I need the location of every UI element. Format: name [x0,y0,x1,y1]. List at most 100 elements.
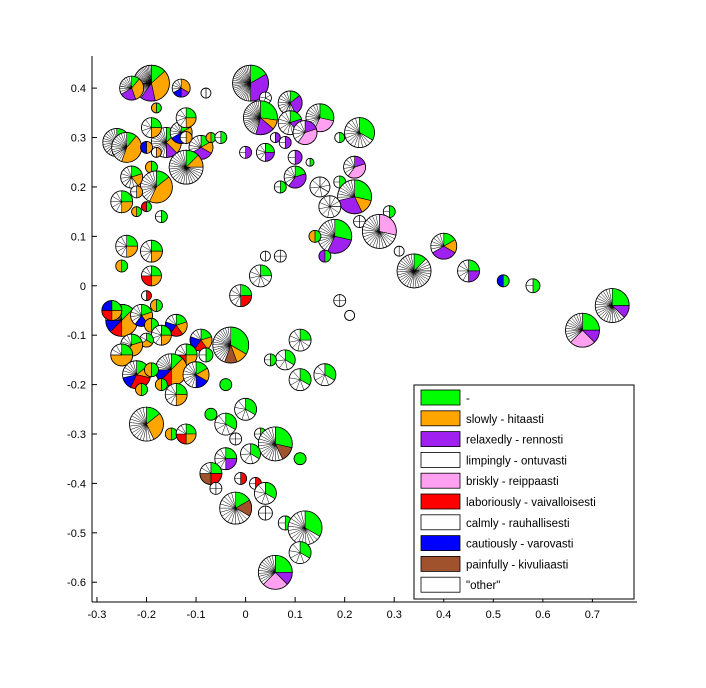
pie-marker [289,329,311,351]
pie-marker [165,383,187,405]
pie-slice [295,150,302,164]
pie-marker [132,207,142,217]
x-tick-label: 0.6 [535,609,550,621]
pie-slice [142,384,148,396]
legend-swatch [421,577,460,592]
pie-marker [288,511,322,545]
pie-marker [220,379,232,391]
pie-marker [338,180,372,214]
pie-marker [289,542,311,564]
pie-marker [155,211,167,223]
pie-marker [258,506,272,520]
pie-marker [289,369,311,391]
pie-marker [169,150,203,184]
pie-marker [264,354,276,366]
pie-slice [340,133,345,143]
pie-slice [309,230,315,242]
pie-marker [284,166,306,188]
x-tick-label: -0.3 [87,609,106,621]
pie-marker [165,428,177,440]
legend-swatch [421,515,460,530]
pie-marker [111,191,133,213]
pie-marker [288,150,302,164]
legend-item: laboriously - vaivalloisesti [421,494,596,509]
pie-slice [319,250,325,262]
pie-marker [131,186,143,198]
pie-marker [140,171,172,203]
pie-slice [206,88,211,98]
pie-slice [260,251,265,261]
x-tick-label: 0.3 [387,609,402,621]
legend: - slowly - hitaasti relaxedly - rennosti li… [414,385,634,599]
pie-marker [140,240,162,262]
pie-marker [129,407,163,441]
pie-marker [431,233,457,259]
pie-marker [200,463,222,485]
pie-marker [142,202,152,212]
x-tick-label: -0.2 [137,609,156,621]
legend-label: limpingly - ontuvasti [466,455,567,467]
pie-slice [241,472,247,484]
pie-slice [503,275,509,287]
pie-marker [294,453,306,465]
pie-marker [362,214,396,248]
pie-slice [260,101,277,120]
pie-marker [306,158,314,166]
pie-marker [136,384,148,396]
pie-slice [145,161,151,173]
pie-slice [206,348,213,362]
pie-slice [161,211,167,223]
legend-label: calmly - rauhallisesti [466,518,570,530]
pie-marker [314,364,336,386]
pie-marker [213,327,249,363]
legend-item: briskly - reippaasti [421,473,559,488]
pie-marker [394,246,404,256]
pie-slice [389,206,395,218]
pie-slice [399,246,404,256]
y-tick-label: -0.3 [67,429,86,441]
pie-marker [150,300,162,312]
pie-marker [345,310,355,320]
y-tick-label: 0.3 [71,133,86,145]
pie-marker [275,350,295,370]
pie-marker [210,482,222,494]
y-tick-label: 0 [80,281,86,293]
pie-marker [230,285,252,307]
pie-marker [176,108,196,128]
y-tick-label: -0.4 [67,478,86,490]
pie-marker [151,103,161,113]
legend-label: - [466,393,470,405]
pie-marker [254,482,276,504]
pie-marker [116,235,138,257]
pie-slice [142,202,147,212]
pie-marker [144,363,158,377]
pie-slice [285,136,291,148]
pie-marker [241,444,261,464]
legend-label: briskly - reippaasti [466,476,559,488]
pie-marker [274,181,286,193]
legend-item: relaxedly - rennosti [421,432,563,447]
pie-marker [258,555,292,589]
pie-marker [235,398,257,420]
legend-label: slowly - hitaasti [466,414,544,426]
pie-marker [142,291,152,301]
pie-marker [345,118,375,148]
legend-swatch [421,536,460,551]
legend-item: cautiously - varovasti [421,536,573,551]
pie-slice [122,260,128,272]
legend-label: "other" [466,580,500,592]
legend-label: cautiously - varovasti [466,539,573,551]
legend-swatch [421,494,460,509]
pie-marker [141,118,161,138]
pie-marker [235,472,247,484]
x-tick-label: 0.5 [486,609,501,621]
pie-slice [201,88,206,98]
x-tick-label: 0.1 [287,609,302,621]
pie-marker [497,275,509,287]
y-tick-label: -0.5 [67,528,86,540]
pie-marker [293,121,317,145]
pie-slice [394,246,399,256]
pie-marker [215,413,237,435]
y-tick-label: 0.2 [71,182,86,194]
